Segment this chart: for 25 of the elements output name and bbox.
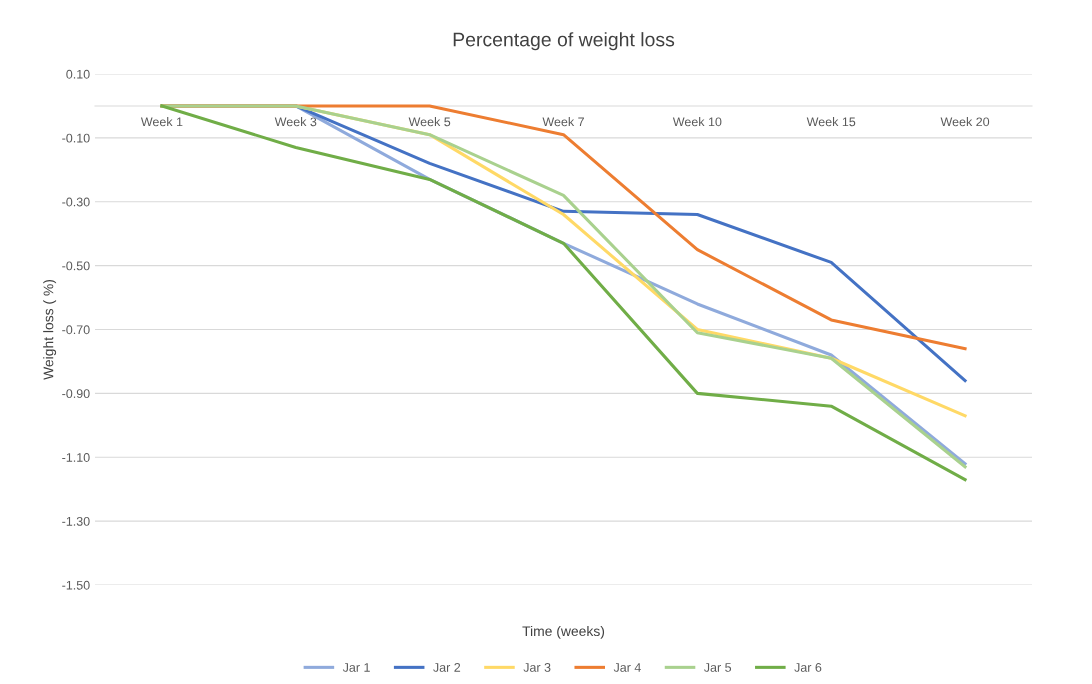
legend-label: Jar 2	[433, 663, 461, 672]
y-tick-label: -1.10	[62, 453, 90, 462]
y-tick-label: -0.10	[62, 133, 90, 143]
legend-label: Jar 4	[613, 663, 641, 672]
x-tick-label: Week 7	[542, 117, 584, 127]
y-tick-label: -0.70	[62, 325, 90, 335]
y-tick-label: 0.10	[66, 69, 90, 79]
y-tick-label: -0.30	[62, 197, 90, 207]
y-tick-label: -1.50	[62, 580, 90, 590]
x-axis-title: Time (weeks)	[522, 625, 605, 639]
y-tick-label: -0.50	[62, 261, 90, 271]
legend-label: Jar 3	[523, 663, 551, 672]
chart-title: Percentage of weight loss	[453, 32, 675, 51]
x-tick-label: Week 10	[672, 117, 722, 127]
y-axis-title: Weight loss ( %)	[43, 279, 57, 380]
legend-label: Jar 6	[794, 663, 822, 672]
x-tick-label: Week 1	[140, 117, 183, 127]
y-tick-label: -1.30	[62, 516, 90, 526]
legend-label: Jar 1	[342, 663, 370, 672]
x-tick-label: Week 5	[408, 117, 451, 127]
x-tick-label: Week 3	[274, 117, 317, 127]
legend-label: Jar 5	[703, 663, 732, 672]
y-tick-label: -0.90	[62, 389, 90, 399]
x-tick-label: Week 20	[940, 117, 990, 127]
x-tick-label: Week 15	[806, 117, 856, 127]
